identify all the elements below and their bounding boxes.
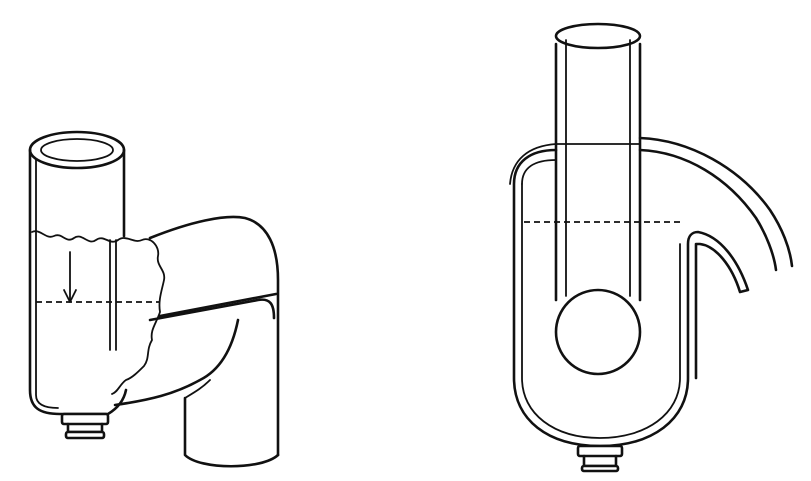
cutaway-edge — [31, 230, 166, 395]
central-pipe — [554, 22, 642, 302]
outer-bowl — [512, 148, 750, 448]
left-trap-figure — [28, 130, 280, 468]
left-vertical-tube — [28, 130, 128, 416]
right-trap-figure — [509, 22, 794, 473]
drain-plug-right — [576, 444, 624, 473]
pipe-top-rim — [554, 22, 642, 50]
tube-inner-rim — [40, 138, 114, 162]
tube-top-rim — [28, 130, 126, 170]
outlet-arc — [638, 136, 794, 268]
elbow-outlet — [113, 215, 280, 468]
drain-plug — [60, 412, 110, 440]
down-arrow-icon — [63, 251, 77, 303]
ball-valve — [554, 288, 642, 376]
